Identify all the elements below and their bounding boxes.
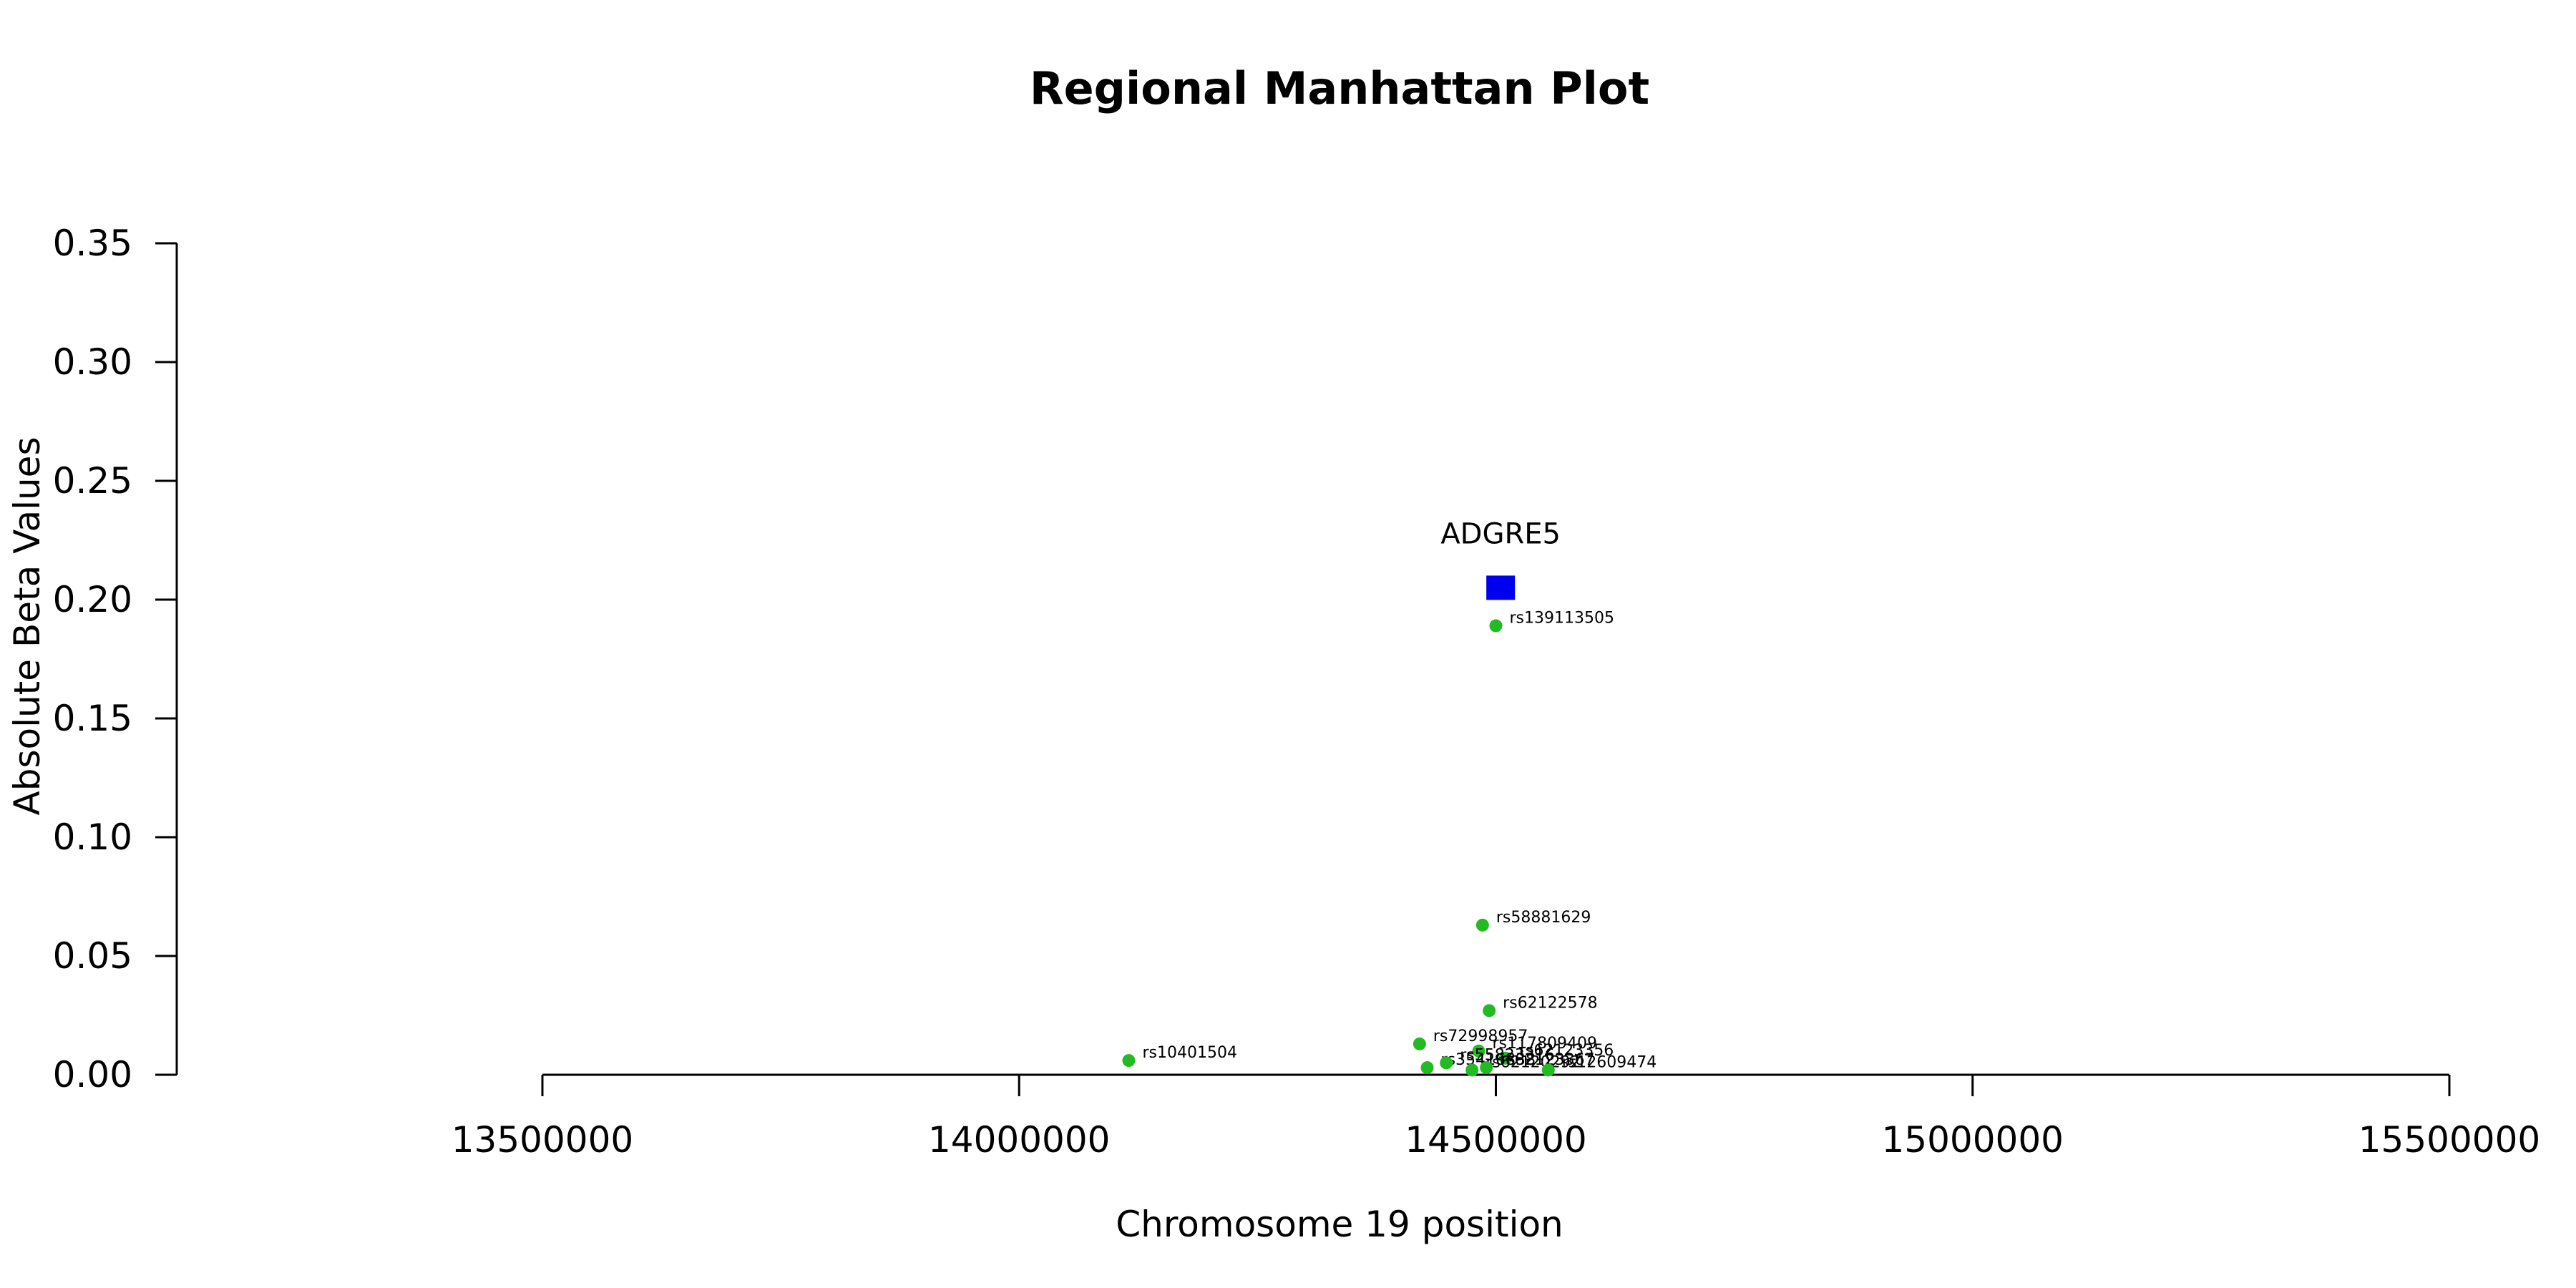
x-tick-label: 15500000 [2358, 1119, 2541, 1161]
snp-point [1483, 1004, 1496, 1018]
x-axis-label: Chromosome 19 position [1116, 1204, 1563, 1245]
y-tick-label: 0.25 [53, 460, 132, 502]
snp-point [1541, 1063, 1555, 1077]
y-tick-label: 0.00 [53, 1054, 132, 1096]
y-tick-label: 0.05 [53, 935, 132, 977]
y-axis: 0.00 0.05 0.10 0.15 0.20 0.25 0.30 0.35 [53, 223, 178, 1096]
snp-point [1498, 1051, 1512, 1065]
snp-label: rs12609474 [1562, 1053, 1657, 1071]
snp-label: rs139113505 [1510, 610, 1614, 628]
snp-label: rs62120292 [1485, 1053, 1580, 1071]
data-points: rs139113505 rs58881629 rs62122578 rs7299895… [1122, 517, 1657, 1077]
y-tick-label: 0.20 [53, 579, 132, 620]
x-tick-label: 13500000 [452, 1119, 634, 1161]
snp-point [1420, 1061, 1434, 1075]
snp-label: rs62122578 [1503, 994, 1597, 1012]
x-tick-label: 14000000 [928, 1119, 1111, 1161]
y-tick-label: 0.30 [53, 341, 132, 383]
snp-label: rs117809409 [1493, 1035, 1597, 1053]
snp-point [1489, 619, 1503, 633]
chart-title: Regional Manhattan Plot [1030, 62, 1649, 114]
x-axis: 13500000 14000000 14500000 15000000 15500000 [452, 1073, 2541, 1161]
snp-label: rs55823316 [1460, 1046, 1554, 1064]
y-tick-label: 0.35 [53, 223, 132, 264]
snp-point [1472, 1044, 1485, 1058]
snp-point [1413, 1037, 1426, 1050]
x-tick-label: 15000000 [1882, 1119, 2064, 1161]
snp-label: rs72998957 [1433, 1028, 1528, 1045]
snp-point [1122, 1054, 1136, 1068]
y-tick-label: 0.10 [53, 816, 132, 858]
snp-point [1475, 918, 1489, 932]
gene-marker [1486, 575, 1516, 600]
gene-label: ADGRE5 [1440, 517, 1561, 550]
snp-point [1440, 1056, 1453, 1070]
snp-label: rs62123356 [1519, 1042, 1614, 1060]
y-axis-label: Absolute Beta Values [6, 437, 48, 816]
snp-label: rs58881629 [1496, 909, 1591, 927]
y-tick-label: 0.15 [53, 698, 132, 739]
x-tick-label: 14500000 [1405, 1119, 1587, 1161]
snp-label: rs10401504 [1142, 1044, 1236, 1062]
snp-point [1480, 1061, 1493, 1075]
snp-point [1465, 1063, 1479, 1077]
